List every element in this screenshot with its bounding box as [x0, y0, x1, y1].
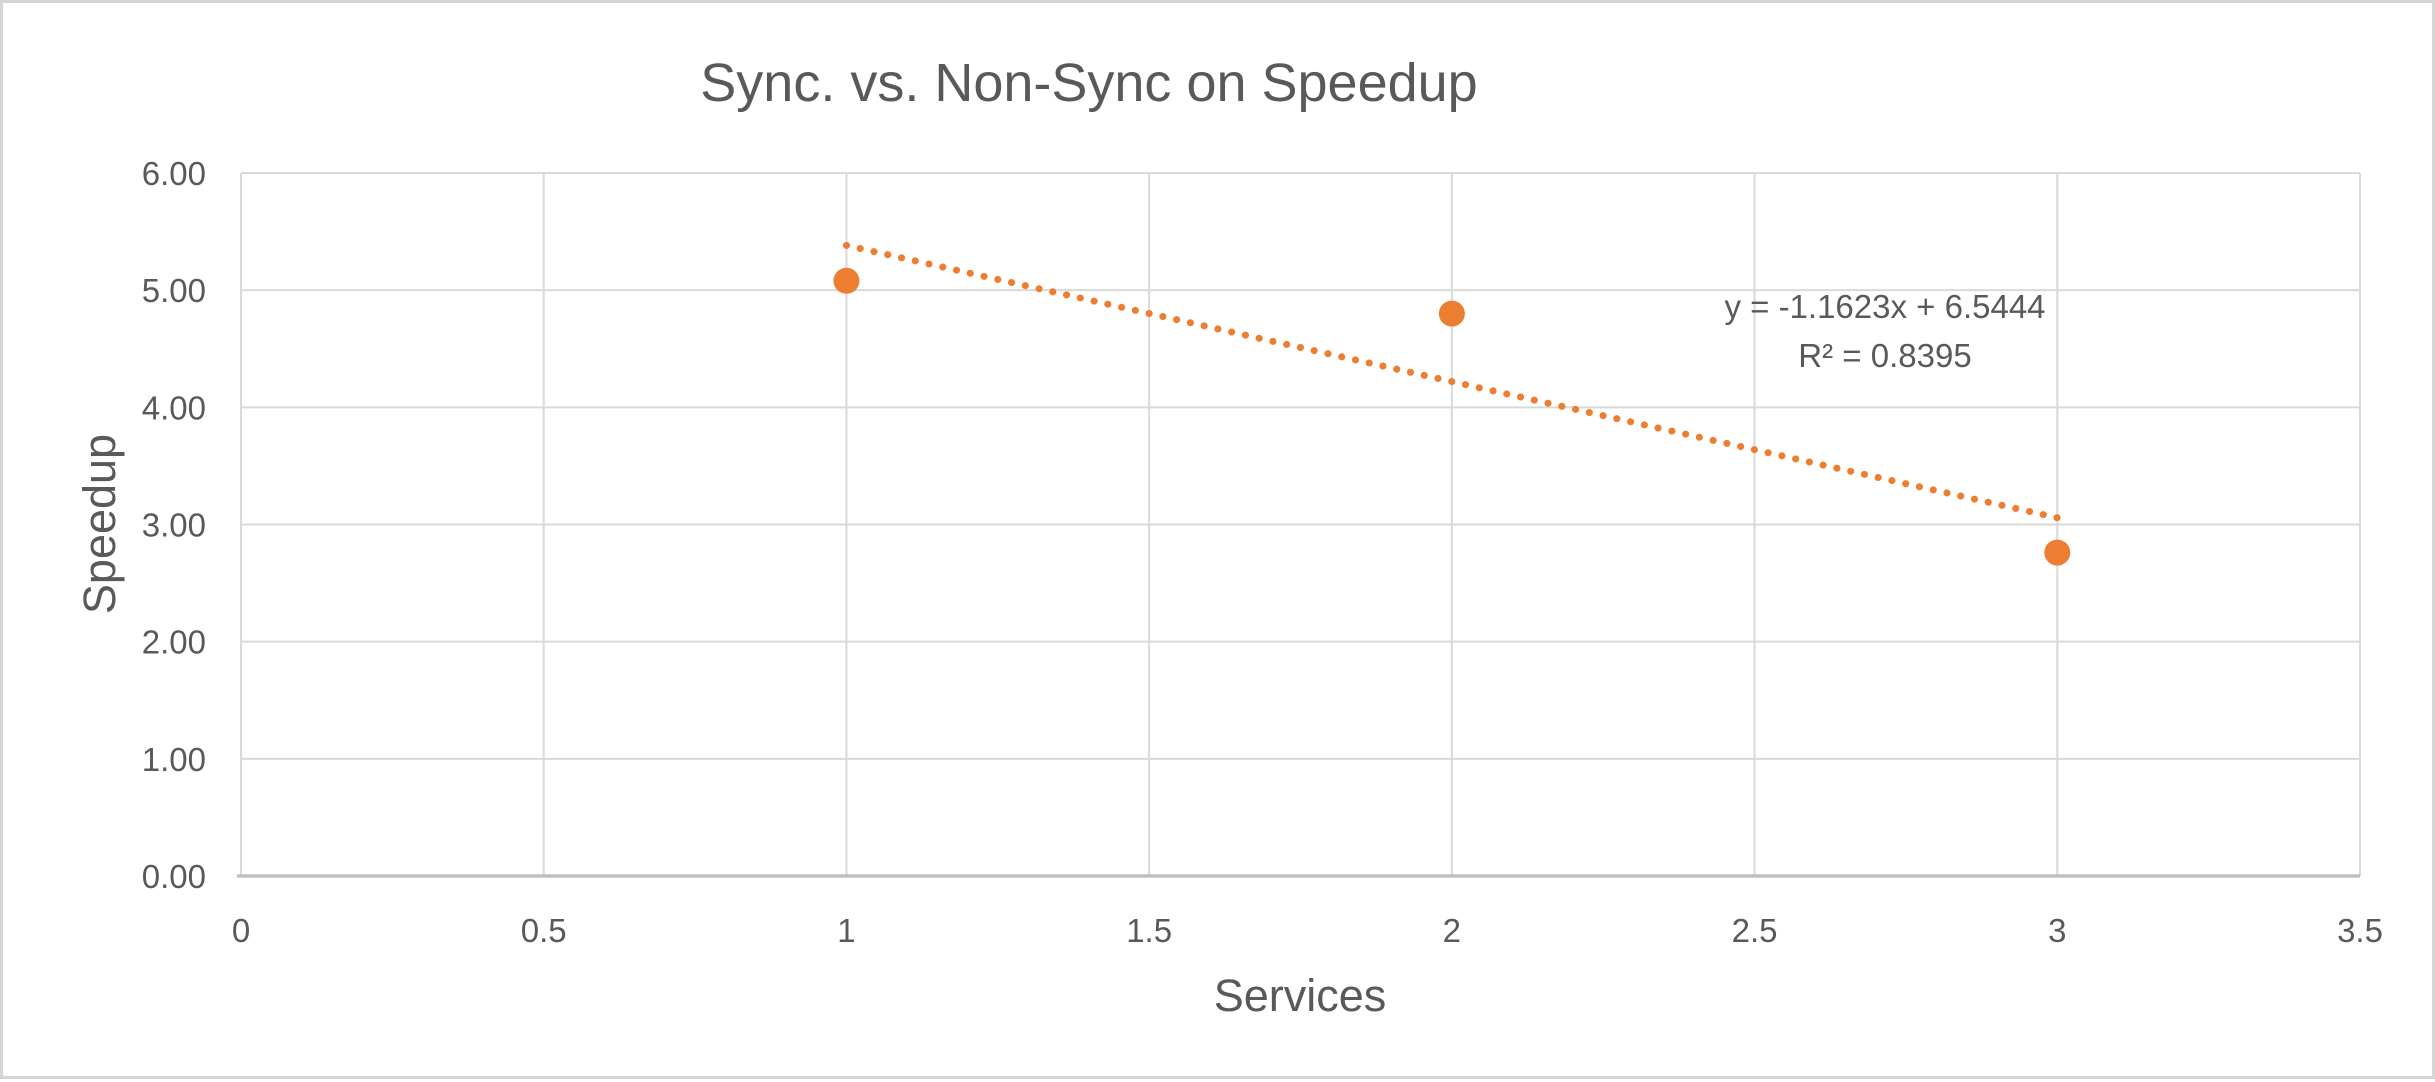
- chart-title: Sync. vs. Non-Sync on Speedup: [700, 53, 1478, 113]
- y-tick-label: 3.00: [142, 507, 206, 544]
- y-tick-label: 5.00: [142, 272, 206, 309]
- trendline: [842, 241, 2061, 522]
- data-point: [1438, 300, 1465, 327]
- data-point: [2044, 539, 2071, 566]
- x-tick-label: 0: [232, 912, 250, 949]
- x-axis-title: Services: [1213, 970, 1387, 1021]
- y-tick-label: 0.00: [142, 858, 206, 895]
- x-tick-label: 1.5: [1126, 912, 1172, 949]
- trendline-r-squared-label: R² = 0.8395: [1798, 337, 1972, 374]
- y-axis-title: Speedup: [74, 433, 125, 615]
- chart-canvas: 0.00 1.00 2.00 3.00 4.00 5.00 6.00 0 0.5 1 1.5 2 2.5…: [142, 155, 2383, 949]
- y-tick-label: 1.00: [142, 741, 206, 778]
- x-tick-label: 2: [1443, 912, 1461, 949]
- x-tick-label: 0.5: [521, 912, 567, 949]
- trendline-equation-label: y = -1.1623x + 6.5444: [1724, 288, 2046, 325]
- x-tick-label: 3.5: [2337, 912, 2383, 949]
- y-tick-label: 2.00: [142, 624, 206, 661]
- trendline-annotation: y = -1.1623x + 6.5444 R² = 0.8395: [1724, 282, 2045, 380]
- y-tick-label: 6.00: [142, 155, 206, 192]
- x-tick-label: 3: [2048, 912, 2066, 949]
- x-tick-label: 1: [837, 912, 855, 949]
- x-tick-label: 2.5: [1732, 912, 1778, 949]
- y-tick-label: 4.00: [142, 389, 206, 426]
- data-point: [833, 267, 860, 294]
